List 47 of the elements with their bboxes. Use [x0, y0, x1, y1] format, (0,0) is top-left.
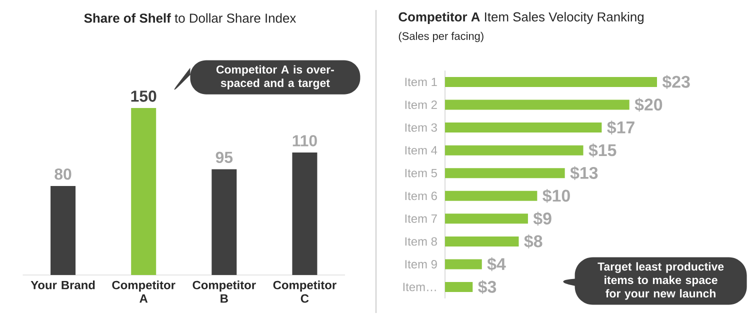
data-label: $13 — [570, 166, 598, 180]
y-tick-label: Item… — [403, 282, 436, 292]
bar — [445, 236, 519, 246]
y-tick-label: Item 2 — [405, 100, 437, 109]
data-label: $8 — [524, 234, 542, 248]
y-tick-label: Item 9 — [405, 260, 437, 268]
chart-title: Share of Shelf to Dollar Share Index — [84, 13, 296, 23]
y-tick-label: Item 6 — [405, 192, 437, 200]
data-label: 80 — [54, 168, 72, 180]
bar — [445, 76, 658, 87]
bar — [445, 100, 630, 110]
bar — [445, 145, 584, 156]
y-tick-label: Item 7 — [405, 214, 437, 223]
y-tick-label: Item 1 — [405, 78, 437, 86]
data-label: $17 — [607, 120, 634, 134]
y-tick-label: Item 8 — [405, 237, 437, 246]
chart-subtitle: (Sales per facing) — [398, 32, 484, 42]
y-tick-label: Item 4 — [405, 146, 438, 154]
data-label: 95 — [216, 152, 233, 164]
x-tick-label: Competitor C — [273, 280, 336, 303]
text: Competitor A is over-spaced and a target — [216, 65, 334, 90]
data-label: $23 — [662, 75, 690, 89]
bar — [445, 282, 473, 292]
annotation: Target least productive items to make space for your new launch — [598, 262, 724, 300]
chart-title: Competitor A Item Sales Velocity Ranking — [398, 12, 644, 24]
bar — [445, 214, 528, 224]
bar — [445, 190, 538, 201]
data-label: 110 — [292, 135, 317, 146]
data-label: 150 — [131, 90, 156, 102]
y-tick-label: Item 5 — [405, 168, 437, 178]
y-tick-label: Item 3 — [405, 123, 437, 132]
data-label: $3 — [478, 280, 496, 294]
bar — [50, 186, 76, 275]
data-label: $15 — [588, 143, 616, 158]
x-tick-label: Competitor A — [112, 280, 176, 303]
data-label: $4 — [487, 257, 506, 272]
x-tick-label: Competitor B — [192, 280, 256, 303]
x-tick-label: Your Brand — [30, 280, 95, 290]
bar — [445, 122, 602, 133]
bar — [212, 169, 237, 275]
bar — [131, 108, 156, 275]
data-label: $9 — [533, 212, 552, 226]
bar — [445, 168, 565, 178]
data-label: $20 — [634, 98, 662, 112]
bar — [292, 152, 318, 275]
bar — [445, 259, 482, 270]
data-label: $10 — [542, 188, 570, 203]
